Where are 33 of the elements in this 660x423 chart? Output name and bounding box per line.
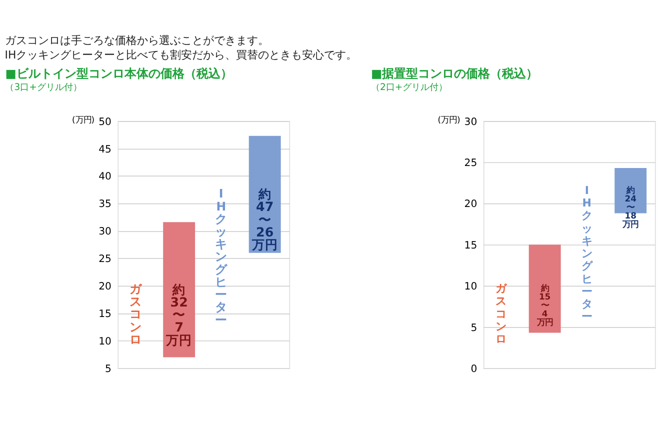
x-tick-label: ガスコンロ [496,282,508,346]
y-tick-label: 25 [464,158,478,169]
text: IHクッキングヒーターと比べても割安だから、買替のときも安心です。 [4,48,358,62]
y-tick-label: 5 [470,322,478,334]
category-label: IHクッキングヒーター [581,184,592,324]
category-label: IHクッキングヒーター [215,186,228,327]
y-tick-label: 20 [464,199,478,210]
chart-title: ■据置型コンロの価格（税込） [370,66,538,80]
y-tick-label: 25 [98,254,112,266]
y-tick-label: 5 [104,364,112,375]
y-tick-label: 30 [464,116,478,128]
y-tick-label: 20 [98,282,112,293]
y-tick-label: 10 [464,282,478,293]
y-tick-label: 35 [98,199,112,210]
y-tick-label: 45 [98,144,112,156]
text: （3口+グリル付） [5,82,82,93]
y-tick-label: 15 [464,240,478,252]
y-axis-title: (万円) [438,114,460,124]
text: （2口+グリル付） [370,82,448,93]
y-tick-label: 50 [98,116,112,128]
data-label: 約32〜7万円 [165,282,192,348]
data-label: 約24〜18万円 [622,185,639,229]
y-tick-label: 40 [98,172,112,183]
data-label: 約47〜26万円 [250,186,278,252]
y-axis-title: (万円) [72,114,95,124]
y-tick-label: 15 [98,309,112,320]
text: ガスコンロは手ごろな価格から選ぶことができます。 [4,34,269,48]
y-tick-label: 10 [98,336,112,348]
chart-title: ■ビルトイン型コンロ本体の価格（税込） [5,66,232,80]
y-tick-label: 0 [470,364,478,375]
x-tick-label: ガスコンロ [129,282,142,346]
data-label: 約15〜4万円 [536,283,553,327]
y-tick-label: 30 [98,226,112,238]
